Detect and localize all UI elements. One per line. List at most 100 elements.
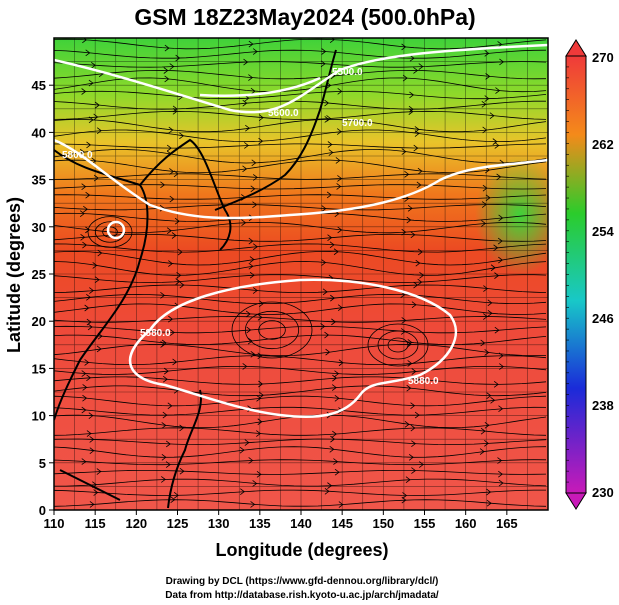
streamline-arrow	[248, 74, 254, 81]
streamline	[54, 366, 547, 375]
streamline-arrow	[487, 299, 493, 307]
streamline-arrow	[485, 73, 491, 80]
streamline-arrow	[410, 424, 416, 432]
streamline-arrow	[258, 300, 264, 307]
streamline-arrow	[486, 488, 492, 496]
streamline-arrow	[329, 241, 335, 249]
vortex-streamline	[377, 330, 419, 360]
streamline-arrow	[487, 309, 493, 317]
streamline-arrow	[494, 326, 500, 334]
streamline-arrow	[241, 219, 247, 227]
streamline-arrow	[417, 248, 423, 256]
streamline-arrow	[498, 352, 504, 360]
streamline-arrow	[401, 496, 407, 504]
streamline-arrow	[406, 216, 412, 224]
streamline-arrow	[245, 124, 250, 132]
streamline	[54, 355, 547, 365]
streamline-arrow	[257, 313, 263, 321]
streamline	[54, 470, 547, 475]
streamline-arrow	[161, 476, 166, 483]
streamline	[54, 459, 547, 466]
streamline-arrow	[90, 61, 96, 69]
streamline-arrow	[164, 75, 170, 83]
streamline-arrow	[166, 144, 172, 152]
streamline-arrow	[480, 339, 486, 347]
streamline-arrow	[96, 345, 102, 353]
streamline-arrow	[250, 87, 256, 95]
streamline-arrow	[81, 88, 87, 95]
y-tick-label: 10	[32, 409, 46, 424]
streamline	[54, 284, 547, 294]
streamline-arrow	[408, 453, 414, 461]
streamline	[54, 61, 547, 68]
streamline	[54, 149, 547, 164]
streamline	[54, 385, 547, 397]
streamline-arrow	[248, 237, 254, 245]
streamline-arrow	[405, 476, 411, 484]
streamline-arrow	[161, 453, 167, 461]
streamline-arrow	[331, 384, 337, 391]
x-tick-label: 165	[496, 516, 518, 531]
streamline-arrow	[322, 288, 328, 296]
streamline-arrow	[337, 175, 343, 182]
streamline-arrow	[327, 234, 333, 241]
map-title: GSM 18Z23May2024 (500.0hPa)	[134, 4, 475, 30]
streamline-arrow	[494, 142, 500, 149]
streamline	[54, 427, 547, 436]
streamline-arrow	[337, 88, 343, 95]
svg-text:5880.0: 5880.0	[408, 376, 439, 387]
streamline-arrow	[332, 430, 337, 438]
streamline-arrow	[169, 195, 175, 203]
streamline	[54, 243, 547, 253]
streamline-arrow	[179, 467, 185, 475]
streamline-arrow	[252, 201, 258, 209]
streamline-arrow	[168, 315, 174, 323]
streamline	[54, 204, 547, 211]
y-tick-label: 5	[39, 456, 46, 471]
streamline-arrow	[159, 204, 165, 212]
streamline-arrow	[495, 87, 501, 94]
streamline-arrow	[483, 313, 488, 320]
streamline-arrow	[496, 173, 502, 181]
colorbar: 270 262 254 246 238 230	[565, 39, 614, 510]
x-tick-label: 125	[167, 516, 189, 531]
streamline-arrow	[86, 141, 92, 149]
streamline-arrow	[485, 194, 491, 202]
streamline-arrow	[333, 248, 339, 256]
streamline-arrow	[248, 262, 254, 270]
streamline-arrow	[97, 249, 103, 257]
streamline	[54, 184, 547, 190]
streamline-arrow	[252, 48, 258, 55]
streamline-arrow	[248, 457, 254, 464]
y-tick-label: 15	[32, 361, 46, 376]
x-tick-label: 130	[208, 516, 230, 531]
streamline-arrow	[85, 49, 91, 57]
streamline-arrow	[402, 492, 408, 499]
streamline	[54, 233, 547, 242]
streamline-arrow	[81, 183, 87, 190]
streamline-arrow	[337, 226, 343, 234]
streamline-arrow	[411, 301, 417, 309]
wind-streamlines	[54, 38, 547, 508]
svg-text:5800.0: 5800.0	[62, 150, 93, 161]
streamline-arrow	[162, 411, 168, 419]
streamline-arrow	[326, 191, 332, 199]
svg-text:5880.0: 5880.0	[140, 328, 171, 339]
streamline-arrow	[490, 396, 496, 404]
streamline-arrow	[160, 341, 166, 348]
streamline	[54, 489, 546, 496]
streamline-arrow	[409, 54, 415, 62]
streamline-arrow	[239, 446, 245, 454]
streamline-arrow	[320, 60, 326, 68]
colorbar-top-arrow	[565, 39, 587, 57]
vortex-streamline	[87, 216, 133, 248]
streamline-arrow	[330, 294, 335, 302]
streamline	[54, 129, 547, 143]
streamline-arrow	[415, 376, 421, 383]
streamline-arrow	[167, 402, 173, 410]
streamline-arrow	[173, 492, 179, 499]
streamline-arrow	[333, 458, 339, 465]
streamline-arrow	[336, 183, 342, 190]
streamline-arrow	[250, 185, 256, 193]
vortex-streamline	[387, 337, 409, 353]
